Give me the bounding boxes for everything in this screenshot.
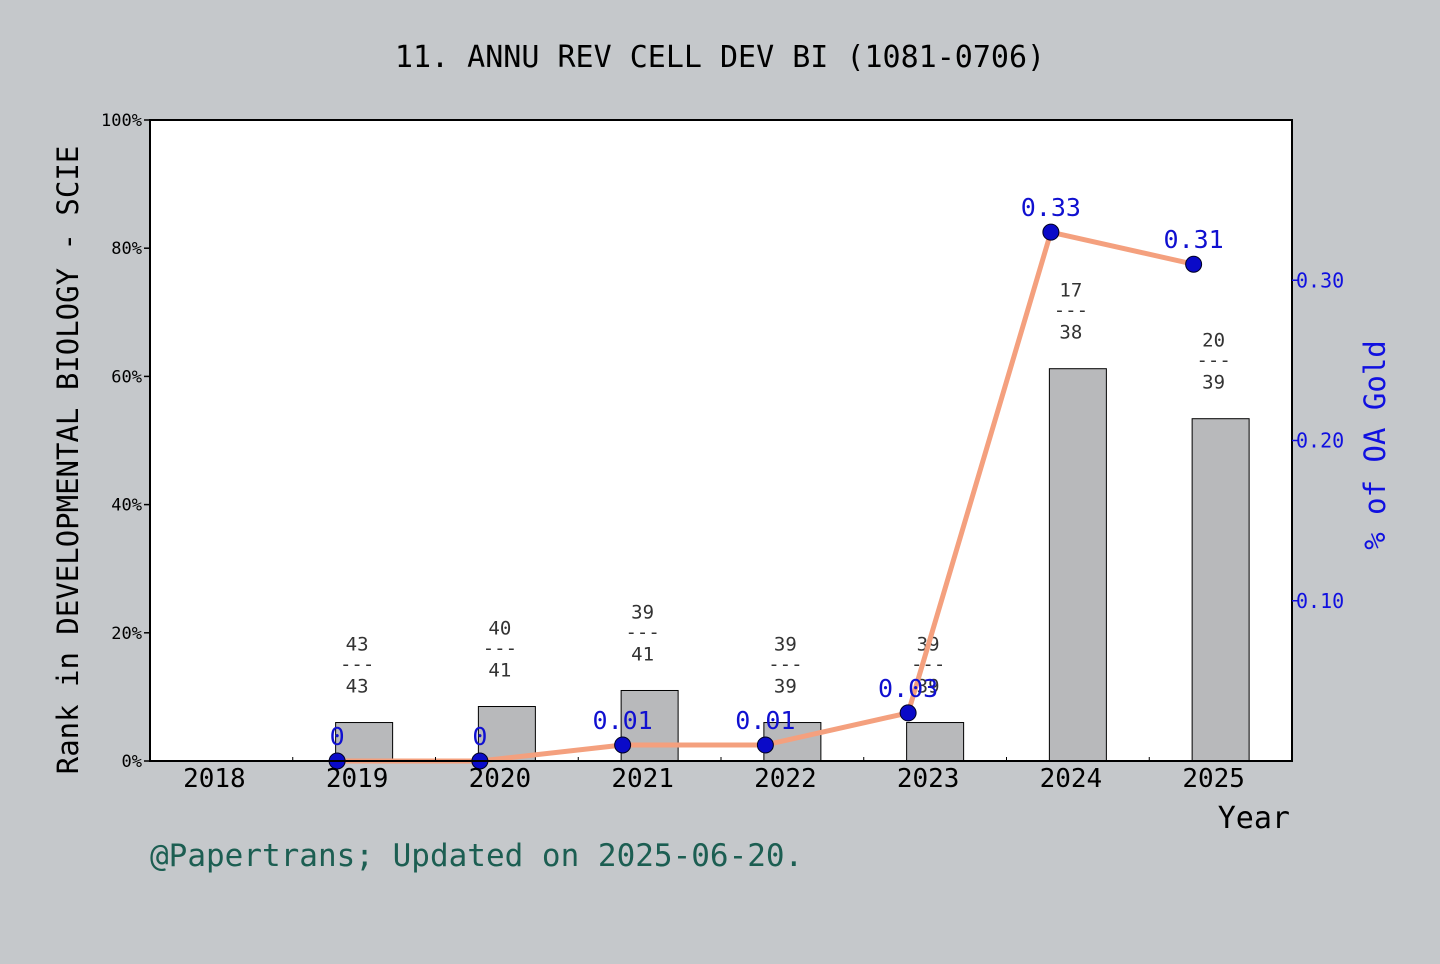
bar-separator-label: ---	[1054, 300, 1088, 322]
bar-separator-label: ---	[340, 654, 374, 676]
oa-gold-point-2022	[756, 736, 774, 754]
x-axis-label: Year	[1218, 801, 1290, 836]
oa-gold-point-2025	[1185, 255, 1203, 273]
bar-rank-label: 43	[346, 634, 369, 656]
bar-rank-label: 39	[631, 601, 654, 623]
y-tick-label: 20%	[111, 624, 142, 644]
bar-rank-label: 20	[1202, 330, 1225, 352]
bar-separator-label: ---	[1196, 350, 1230, 372]
y2-tick-label: 0.30	[1296, 268, 1344, 292]
x-tick-label-2021: 2021	[611, 764, 674, 794]
axes-layer: 0% 20% 40% 60% 80% 100% 0.10 0.20 0.30 2018 2019 20…	[101, 111, 1344, 794]
y-tick-label: 80%	[111, 239, 142, 259]
bar-total-label: 43	[346, 676, 369, 698]
y2-tick-label: 0.10	[1296, 589, 1344, 613]
oa-gold-point-2024	[1042, 223, 1060, 241]
bar-total-label: 39	[1202, 372, 1225, 394]
bar-total-label: 41	[488, 660, 511, 682]
oa-gold-value-label: 0	[330, 722, 345, 751]
y-tick-label: 100%	[101, 111, 142, 131]
bar-separator-label: ---	[625, 621, 659, 643]
oa-gold-value-label: 0	[472, 722, 487, 751]
oa-gold-value-label: 0.03	[878, 674, 938, 703]
bar-total-label: 38	[1059, 322, 1082, 344]
bar-total-label: 39	[917, 676, 940, 698]
bar-2025	[1191, 418, 1250, 762]
bar-separator-label: ---	[911, 654, 945, 676]
oa-gold-value-label: 0.33	[1021, 193, 1081, 222]
y-tick-label: 0%	[122, 752, 142, 772]
oa-gold-value-label: 0.31	[1164, 225, 1224, 254]
x-tick-label-2018: 2018	[183, 764, 246, 794]
bar-separator-label: ---	[483, 638, 517, 660]
y-tick-label: 40%	[111, 496, 142, 516]
bar-total-label: 39	[774, 676, 797, 698]
bar-separator-label: ---	[768, 654, 802, 676]
plot-area	[150, 120, 1292, 761]
bar-total-label: 41	[631, 643, 654, 665]
bar-2023	[906, 722, 965, 762]
x-tick-label-2022: 2022	[754, 764, 817, 794]
y2-tick-label: 0.20	[1296, 429, 1344, 453]
x-tick-label-2020: 2020	[469, 764, 532, 794]
bar-rank-label: 40	[488, 618, 511, 640]
bar-2019	[335, 722, 394, 762]
bar-rank-label: 39	[774, 634, 797, 656]
x-tick-label-2025: 2025	[1182, 764, 1245, 794]
bar-2024	[1048, 368, 1107, 762]
footer-note: @Papertrans; Updated on 2025-06-20.	[150, 838, 803, 874]
x-tick-label-2019: 2019	[326, 764, 389, 794]
y2-axis-label: % of OA Gold	[1358, 340, 1392, 550]
oa-gold-value-label: 0.01	[735, 706, 795, 735]
bar-rank-label: 17	[1059, 280, 1082, 302]
y-axis-label: Rank in DEVELOPMENTAL BIOLOGY - SCIE	[51, 146, 85, 775]
oa-gold-point-2023	[899, 704, 917, 722]
y-tick-label: 60%	[111, 367, 142, 387]
chart-title: 11. ANNU REV CELL DEV BI (1081-0706)	[395, 40, 1045, 75]
x-tick-label-2023: 2023	[897, 764, 960, 794]
x-tick-label-2024: 2024	[1040, 764, 1103, 794]
oa-gold-point-2021	[614, 736, 632, 754]
oa-gold-value-label: 0.01	[593, 706, 653, 735]
